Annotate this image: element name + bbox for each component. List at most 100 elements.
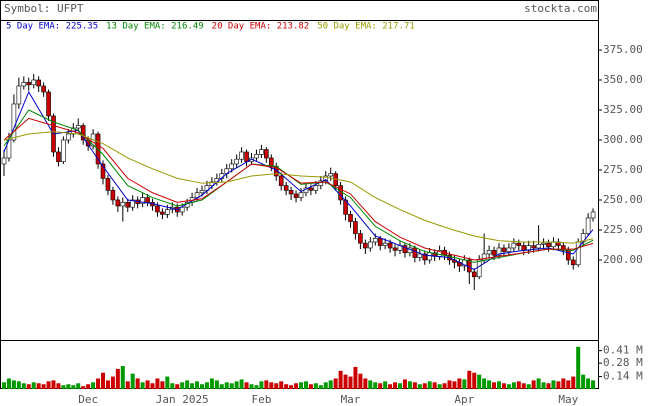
- volume-bar: [204, 382, 209, 389]
- volume-bar: [150, 383, 155, 389]
- volume-bar: [200, 384, 204, 389]
- candle-body: [511, 242, 517, 249]
- y-tick-label: 225.00: [603, 223, 643, 236]
- candle-body: [516, 242, 522, 246]
- x-tick-label: Mar: [341, 393, 361, 406]
- candle-body: [476, 259, 482, 278]
- volume-bar: [190, 383, 195, 389]
- candle-body: [585, 217, 591, 234]
- candle-body: [392, 247, 398, 251]
- candle-body: [501, 247, 507, 252]
- volume-bar: [437, 384, 442, 389]
- volume-bar: [165, 376, 170, 389]
- legend-entry: 20 Day EMA: 213.82: [212, 22, 310, 32]
- volume-bar: [145, 380, 150, 389]
- candle-body: [293, 193, 299, 198]
- candle-body: [546, 242, 551, 248]
- candle-body: [259, 149, 264, 155]
- candle-body: [565, 250, 571, 261]
- candle-body: [209, 181, 215, 186]
- volume-bar: [120, 366, 125, 389]
- candle-body: [115, 199, 121, 207]
- volume-bar: [536, 378, 541, 389]
- volume-bar: [76, 383, 81, 389]
- candle-body: [26, 82, 32, 86]
- candle-body: [278, 175, 284, 186]
- candle-body: [402, 245, 408, 254]
- volume-bar: [353, 366, 358, 389]
- candle-body: [160, 211, 165, 215]
- volume-tick-label: 0.14 M: [603, 370, 643, 383]
- candle-body: [66, 133, 71, 141]
- volume-bar: [195, 381, 200, 389]
- y-tick-label: 275.00: [603, 163, 643, 176]
- volume-bar: [135, 378, 140, 389]
- volume-bar: [244, 382, 249, 389]
- volume-bar: [81, 386, 86, 389]
- candle-body: [31, 79, 37, 86]
- candle-body: [298, 192, 304, 198]
- volume-bar: [224, 382, 229, 389]
- y-tick-label: 325.00: [603, 103, 643, 116]
- y-tick-label: 200.00: [603, 253, 643, 266]
- candle-body: [531, 245, 536, 249]
- legend-entry: 50 Day EMA: 217.71: [317, 22, 415, 32]
- volume-bar: [531, 380, 536, 389]
- volume-bar: [497, 381, 501, 389]
- volume-bar: [462, 379, 467, 389]
- volume-bar: [115, 368, 120, 389]
- x-tick-label: Feb: [251, 393, 271, 406]
- candle-body: [521, 245, 527, 251]
- volume-bar: [209, 378, 214, 389]
- volume-bar: [467, 370, 472, 389]
- volume-bar: [442, 383, 447, 389]
- volume-bar: [294, 383, 299, 389]
- volume-bar: [249, 384, 254, 389]
- volume-bar: [338, 370, 343, 389]
- candle-body: [417, 253, 423, 258]
- volume-bar: [551, 380, 556, 389]
- volume-bar: [576, 346, 581, 389]
- volume-bar: [21, 383, 26, 389]
- candle-body: [486, 250, 492, 255]
- candle-body: [254, 154, 259, 159]
- volume-bar: [581, 374, 586, 389]
- volume-bar: [86, 384, 91, 389]
- volume-bar: [586, 378, 591, 389]
- volume-bar: [402, 379, 407, 389]
- volume-bar: [160, 381, 165, 389]
- candle-body: [61, 139, 66, 162]
- volume-bar: [16, 381, 21, 389]
- volume-bar: [566, 380, 571, 389]
- volume-bar: [254, 385, 259, 389]
- candle-body: [363, 242, 368, 249]
- volume-bar: [26, 384, 31, 389]
- volume-tick-label: 0.41 M: [603, 344, 643, 357]
- candle-body: [288, 190, 294, 195]
- volume-bar: [229, 383, 234, 389]
- volume-bar: [487, 380, 492, 389]
- candle-body: [41, 85, 46, 93]
- candle-body: [387, 242, 393, 249]
- volume-bar: [333, 378, 338, 389]
- volume-bar: [546, 383, 551, 389]
- volume-bar: [373, 382, 378, 389]
- candle-body: [427, 252, 433, 261]
- candle-body: [125, 202, 131, 208]
- volume-bar: [46, 381, 51, 389]
- candle-body: [328, 173, 334, 177]
- volume-bar: [561, 378, 566, 389]
- candle-body: [244, 151, 249, 162]
- volume-bar: [506, 384, 511, 389]
- volume-bar: [61, 385, 66, 389]
- volume-bar: [492, 382, 497, 389]
- volume-bar: [526, 384, 531, 389]
- volume-bar: [447, 380, 452, 389]
- candle-body: [239, 151, 244, 160]
- x-tick-label: May: [558, 393, 578, 406]
- volume-bar: [51, 380, 56, 389]
- volume-bar: [279, 381, 284, 389]
- volume-tick-label: 0.28 M: [603, 356, 643, 369]
- volume-bar: [6, 378, 11, 389]
- volume-bar: [308, 384, 313, 389]
